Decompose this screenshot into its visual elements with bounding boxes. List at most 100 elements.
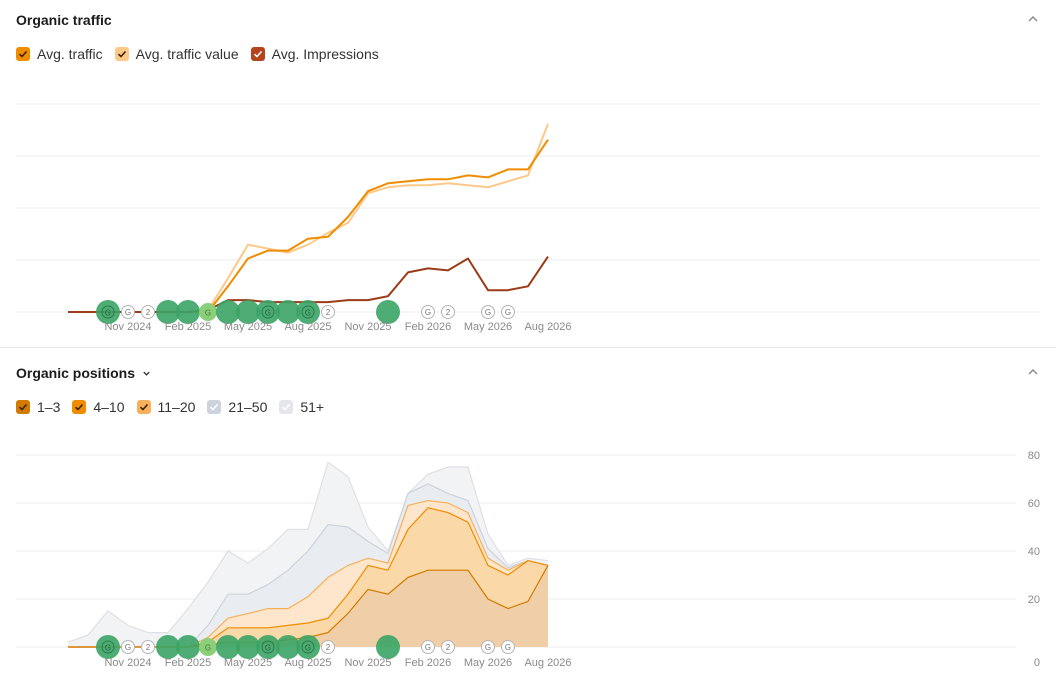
svg-text:G: G — [205, 644, 211, 653]
checkbox-checked-icon[interactable] — [250, 47, 265, 61]
area-4-10 — [68, 507, 548, 647]
x-tick-label: May 2025 — [224, 657, 272, 669]
checkbox-checked-icon[interactable] — [16, 400, 30, 414]
annotation-marker-google-icon[interactable]: G — [96, 300, 120, 324]
series-line-avg-traffic-value — [68, 123, 549, 313]
annotation-marker-google-icon[interactable]: G — [96, 635, 120, 659]
annotation-marker-dot[interactable] — [176, 635, 200, 659]
svg-text:G: G — [305, 644, 311, 653]
annotation-marker-google-icon[interactable]: G — [296, 635, 320, 659]
annotation-marker-count-badge[interactable]: 2 — [141, 640, 155, 654]
svg-text:2: 2 — [146, 308, 151, 317]
svg-text:2: 2 — [326, 308, 331, 317]
annotation-marker-dot[interactable] — [376, 300, 400, 324]
y-tick-label: 40 — [1028, 546, 1040, 558]
svg-text:G: G — [105, 644, 111, 653]
annotation-marker-count-badge[interactable]: 2 — [321, 305, 335, 319]
traffic-legend-item-avg-traffic[interactable]: Avg. traffic — [16, 46, 103, 62]
traffic-legend: Avg. traffic Avg. traffic value Avg. Impre… — [16, 46, 391, 62]
x-tick-label: May 2025 — [224, 321, 272, 333]
svg-text:G: G — [265, 644, 271, 653]
checkbox-checked-icon[interactable] — [72, 400, 87, 414]
positions-legend-item-11-20[interactable]: 11–20 — [136, 399, 195, 415]
annotation-marker-dot[interactable] — [376, 635, 400, 659]
annotation-marker-google-icon[interactable]: G — [121, 305, 135, 319]
positions-legend-item-21-50[interactable]: 21–50 — [207, 399, 267, 415]
organic-positions-panel: Organic positions 1–3 4–10 11–20 21–50 51+ 0… — [0, 348, 1056, 676]
organic-positions-chart: 0 20 40 60 80 G G 2 G G G 2 G 2 G G Nov 2024 Feb 2025 May … — [16, 450, 1040, 669]
annotation-marker-count-badge[interactable]: 2 — [441, 640, 455, 654]
x-tick-label: Nov 2024 — [104, 321, 151, 333]
annotation-marker-google-icon[interactable]: G — [199, 303, 217, 321]
svg-text:G: G — [485, 308, 491, 317]
annotation-marker-dot[interactable] — [236, 300, 260, 324]
svg-text:2: 2 — [146, 643, 151, 652]
positions-legend: 1–3 4–10 11–20 21–50 51+ — [16, 399, 336, 415]
positions-legend-item-1-3[interactable]: 1–3 — [16, 399, 60, 415]
positions-legend-label: 1–3 — [37, 399, 61, 415]
y-tick-label: 0 — [1034, 657, 1040, 669]
positions-legend-label: 51+ — [300, 399, 325, 415]
annotation-marker-dot[interactable] — [156, 300, 180, 324]
traffic-legend-item-avg-impressions[interactable]: Avg. Impressions — [250, 46, 379, 62]
checkbox-checked-icon[interactable] — [16, 47, 30, 61]
organic-traffic-chart: G G 2 G G G 2 G 2 G G Nov 2024 Feb 2025 May 2025 Aug 2… — [16, 103, 1040, 333]
annotation-marker-google-icon[interactable]: G — [421, 305, 435, 319]
annotation-marker-dot[interactable] — [216, 300, 240, 324]
annotation-marker-google-icon[interactable]: G — [501, 305, 515, 319]
area-1-3 — [68, 565, 548, 647]
organic-positions-title[interactable]: Organic positions — [16, 365, 151, 381]
x-tick-label: Aug 2025 — [284, 657, 331, 669]
svg-text:G: G — [425, 643, 431, 652]
annotation-marker-dot[interactable] — [276, 300, 300, 324]
svg-text:G: G — [205, 309, 211, 318]
svg-text:G: G — [125, 308, 131, 317]
area-21-50 — [68, 483, 548, 647]
checkbox-checked-icon[interactable] — [114, 47, 129, 61]
annotation-marker-count-badge[interactable]: 2 — [441, 305, 455, 319]
annotation-marker-dot[interactable] — [236, 635, 260, 659]
annotation-marker-google-icon[interactable]: G — [421, 640, 435, 654]
collapse-chevron-up-icon[interactable] — [1028, 367, 1038, 377]
area-51 — [68, 462, 548, 647]
x-tick-label: Feb 2026 — [405, 321, 451, 333]
svg-text:G: G — [265, 309, 271, 318]
x-tick-label: Nov 2025 — [344, 657, 391, 669]
annotation-marker-google-icon[interactable]: G — [296, 300, 320, 324]
annotation-marker-count-badge[interactable]: 2 — [321, 640, 335, 654]
annotation-marker-dot[interactable] — [276, 635, 300, 659]
collapse-chevron-up-icon[interactable] — [1028, 14, 1038, 24]
section-divider — [0, 347, 1056, 348]
annotation-marker-google-icon[interactable]: G — [481, 640, 495, 654]
annotation-marker-google-icon[interactable]: G — [121, 640, 135, 654]
x-tick-label: Feb 2025 — [165, 321, 211, 333]
x-tick-label: Nov 2025 — [344, 321, 391, 333]
annotation-marker-google-icon[interactable]: G — [256, 300, 280, 324]
annotation-marker-count-badge[interactable]: 2 — [141, 305, 155, 319]
svg-text:G: G — [505, 308, 511, 317]
annotation-marker-google-icon[interactable]: G — [256, 635, 280, 659]
svg-text:G: G — [105, 309, 111, 318]
checkbox-checked-icon[interactable] — [136, 400, 151, 414]
svg-text:G: G — [425, 308, 431, 317]
positions-legend-item-4-10[interactable]: 4–10 — [72, 399, 125, 415]
y-tick-label: 60 — [1028, 498, 1040, 510]
annotation-marker-google-icon[interactable]: G — [481, 305, 495, 319]
annotation-marker-google-icon[interactable]: G — [501, 640, 515, 654]
x-tick-label: May 2026 — [464, 657, 512, 669]
annotation-marker-dot[interactable] — [216, 635, 240, 659]
svg-text:G: G — [125, 643, 131, 652]
x-tick-label: Aug 2026 — [524, 657, 571, 669]
checkbox-checked-icon[interactable] — [207, 400, 222, 414]
checkbox-checked-icon[interactable] — [279, 400, 294, 414]
annotation-marker-google-icon[interactable]: G — [199, 638, 217, 656]
svg-text:G: G — [305, 309, 311, 318]
annotation-marker-dot[interactable] — [156, 635, 180, 659]
organic-traffic-title: Organic traffic — [16, 12, 112, 28]
chevron-down-icon — [143, 371, 150, 376]
traffic-legend-label: Avg. traffic — [37, 46, 103, 62]
annotation-marker-dot[interactable] — [176, 300, 200, 324]
positions-legend-item-51[interactable]: 51+ — [279, 399, 324, 415]
series-line-avg-traffic — [68, 139, 549, 313]
traffic-legend-item-avg-traffic-value[interactable]: Avg. traffic value — [114, 46, 239, 62]
